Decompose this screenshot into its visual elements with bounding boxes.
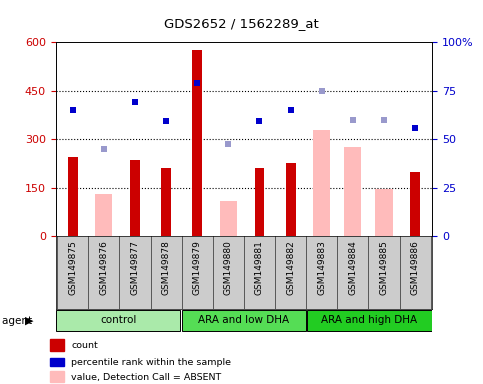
Bar <box>56 310 181 331</box>
Text: GSM149880: GSM149880 <box>224 240 233 295</box>
Bar <box>50 339 64 351</box>
Bar <box>50 371 64 382</box>
Bar <box>220 200 237 236</box>
Text: GSM149886: GSM149886 <box>411 240 420 295</box>
Text: count: count <box>71 341 98 350</box>
Bar <box>95 194 113 236</box>
Text: percentile rank within the sample: percentile rank within the sample <box>71 358 231 367</box>
Bar <box>375 189 393 236</box>
Text: ▶: ▶ <box>25 316 34 326</box>
Bar <box>410 172 420 236</box>
Text: GSM149881: GSM149881 <box>255 240 264 295</box>
Text: agent: agent <box>2 316 36 326</box>
Bar <box>50 358 64 366</box>
Text: ARA and high DHA: ARA and high DHA <box>321 315 418 325</box>
Text: GSM149875: GSM149875 <box>68 240 77 295</box>
Bar <box>307 310 432 331</box>
Bar <box>192 50 202 236</box>
Text: GSM149876: GSM149876 <box>99 240 108 295</box>
Text: GSM149882: GSM149882 <box>286 240 295 295</box>
Bar <box>344 147 361 236</box>
Text: GSM149879: GSM149879 <box>193 240 202 295</box>
Text: GSM149883: GSM149883 <box>317 240 326 295</box>
Text: value, Detection Call = ABSENT: value, Detection Call = ABSENT <box>71 373 221 382</box>
Bar <box>161 168 171 236</box>
Text: GDS2652 / 1562289_at: GDS2652 / 1562289_at <box>164 17 319 30</box>
Text: GSM149885: GSM149885 <box>380 240 388 295</box>
Text: control: control <box>100 315 137 325</box>
Text: GSM149878: GSM149878 <box>162 240 170 295</box>
Bar <box>313 129 330 236</box>
Text: GSM149884: GSM149884 <box>348 240 357 295</box>
Bar <box>255 168 265 236</box>
Text: ARA and low DHA: ARA and low DHA <box>199 315 289 325</box>
Bar <box>182 310 306 331</box>
Text: GSM149877: GSM149877 <box>130 240 140 295</box>
Bar <box>130 160 140 236</box>
Bar <box>285 164 296 236</box>
Bar <box>68 157 78 236</box>
